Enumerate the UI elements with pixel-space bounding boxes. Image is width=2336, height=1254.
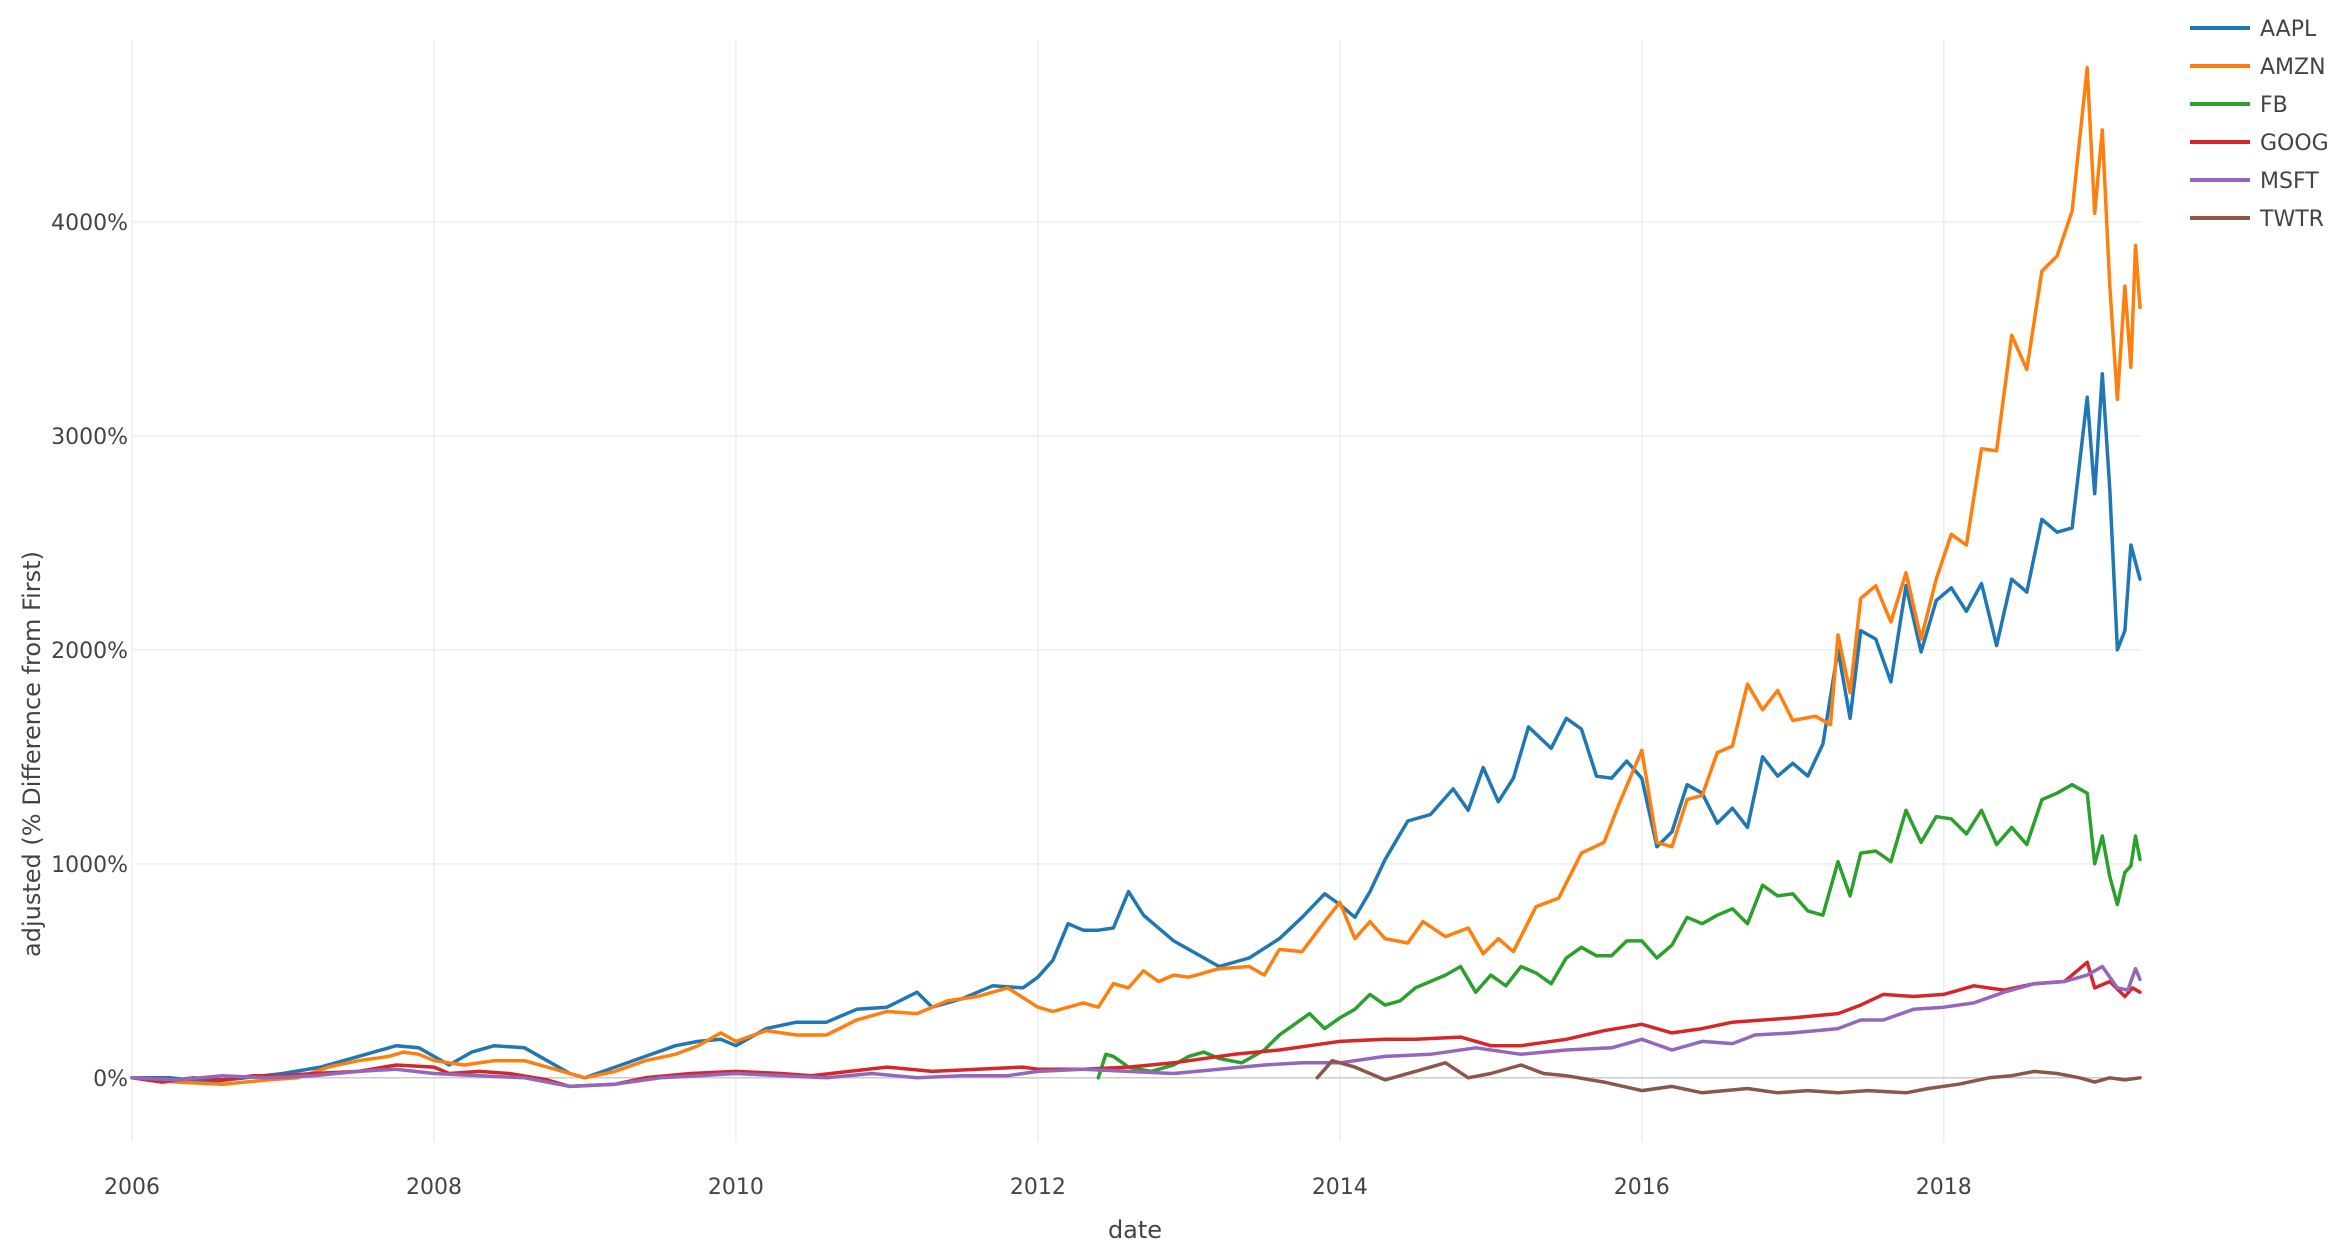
legend-item-aapl[interactable]: AAPL [2190,17,2317,42]
legend-item-twtr[interactable]: TWTR [2190,207,2324,232]
legend-label: TWTR [2259,207,2324,232]
legend-item-fb[interactable]: FB [2190,93,2288,118]
series-line-twtr [1315,1058,2142,1095]
x-tick-label: 2016 [1614,1175,1670,1200]
series-line-fb [1096,782,2142,1080]
series-line-amzn [130,66,2142,1086]
y-tick-label: 3000% [51,425,128,450]
x-tick-label: 2014 [1312,1175,1368,1200]
legend-label: AMZN [2260,55,2326,80]
series-lines [130,66,2142,1095]
y-tick-label: 4000% [51,211,128,236]
legend-label: MSFT [2260,169,2319,194]
y-tick-label: 1000% [51,853,128,878]
legend-item-amzn[interactable]: AMZN [2190,55,2326,80]
legend-label: FB [2260,93,2288,118]
legend-label: GOOG [2260,131,2329,156]
y-axis-ticks: 0% 1000% 2000% 3000% 4000% [51,211,128,1092]
legend-item-msft[interactable]: MSFT [2190,169,2319,194]
x-tick-label: 2012 [1010,1175,1066,1200]
y-tick-label: 0% [93,1067,128,1092]
legend-label: AAPL [2260,17,2317,42]
x-axis-title: date [1108,1216,1162,1244]
gridlines [131,40,2140,1142]
legend[interactable]: AAPL AMZN FB GOOG MSFT TWTR [2190,17,2329,232]
legend-item-goog[interactable]: GOOG [2190,131,2329,156]
x-tick-label: 2018 [1916,1175,1972,1200]
y-tick-label: 2000% [51,639,128,664]
series-line-aapl [130,372,2142,1084]
series-line-msft [130,964,2142,1089]
x-tick-label: 2010 [708,1175,764,1200]
x-axis-ticks: 2006 2008 2010 2012 2014 2016 2018 [104,1175,1972,1200]
y-axis-title: adjusted (% Difference from First) [18,551,46,957]
x-tick-label: 2006 [104,1175,160,1200]
series-line-goog [130,960,2142,1089]
x-tick-label: 2008 [406,1175,462,1200]
